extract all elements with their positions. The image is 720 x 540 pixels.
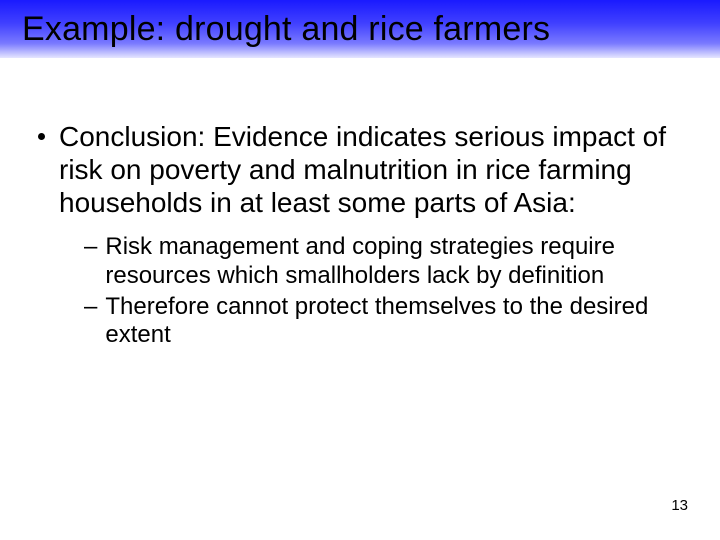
sub-bullet-item: – Therefore cannot protect themselves to… (84, 293, 682, 351)
dash-icon: – (84, 293, 97, 322)
main-bullet-text: Conclusion: Evidence indicates serious i… (59, 120, 682, 219)
dash-icon: – (84, 233, 97, 262)
sub-bullet-item: – Risk management and coping strategies … (84, 233, 682, 291)
bullet-dot-icon (38, 133, 45, 140)
main-bullet: Conclusion: Evidence indicates serious i… (38, 120, 682, 219)
sub-bullet-text: Risk management and coping strategies re… (105, 233, 682, 291)
page-number: 13 (671, 497, 688, 514)
sub-bullet-text: Therefore cannot protect themselves to t… (105, 293, 682, 351)
title-bar: Example: drought and rice farmers (0, 0, 720, 58)
slide-content: Conclusion: Evidence indicates serious i… (0, 58, 720, 350)
sub-bullet-list: – Risk management and coping strategies … (38, 233, 682, 350)
slide-title: Example: drought and rice farmers (22, 10, 550, 49)
